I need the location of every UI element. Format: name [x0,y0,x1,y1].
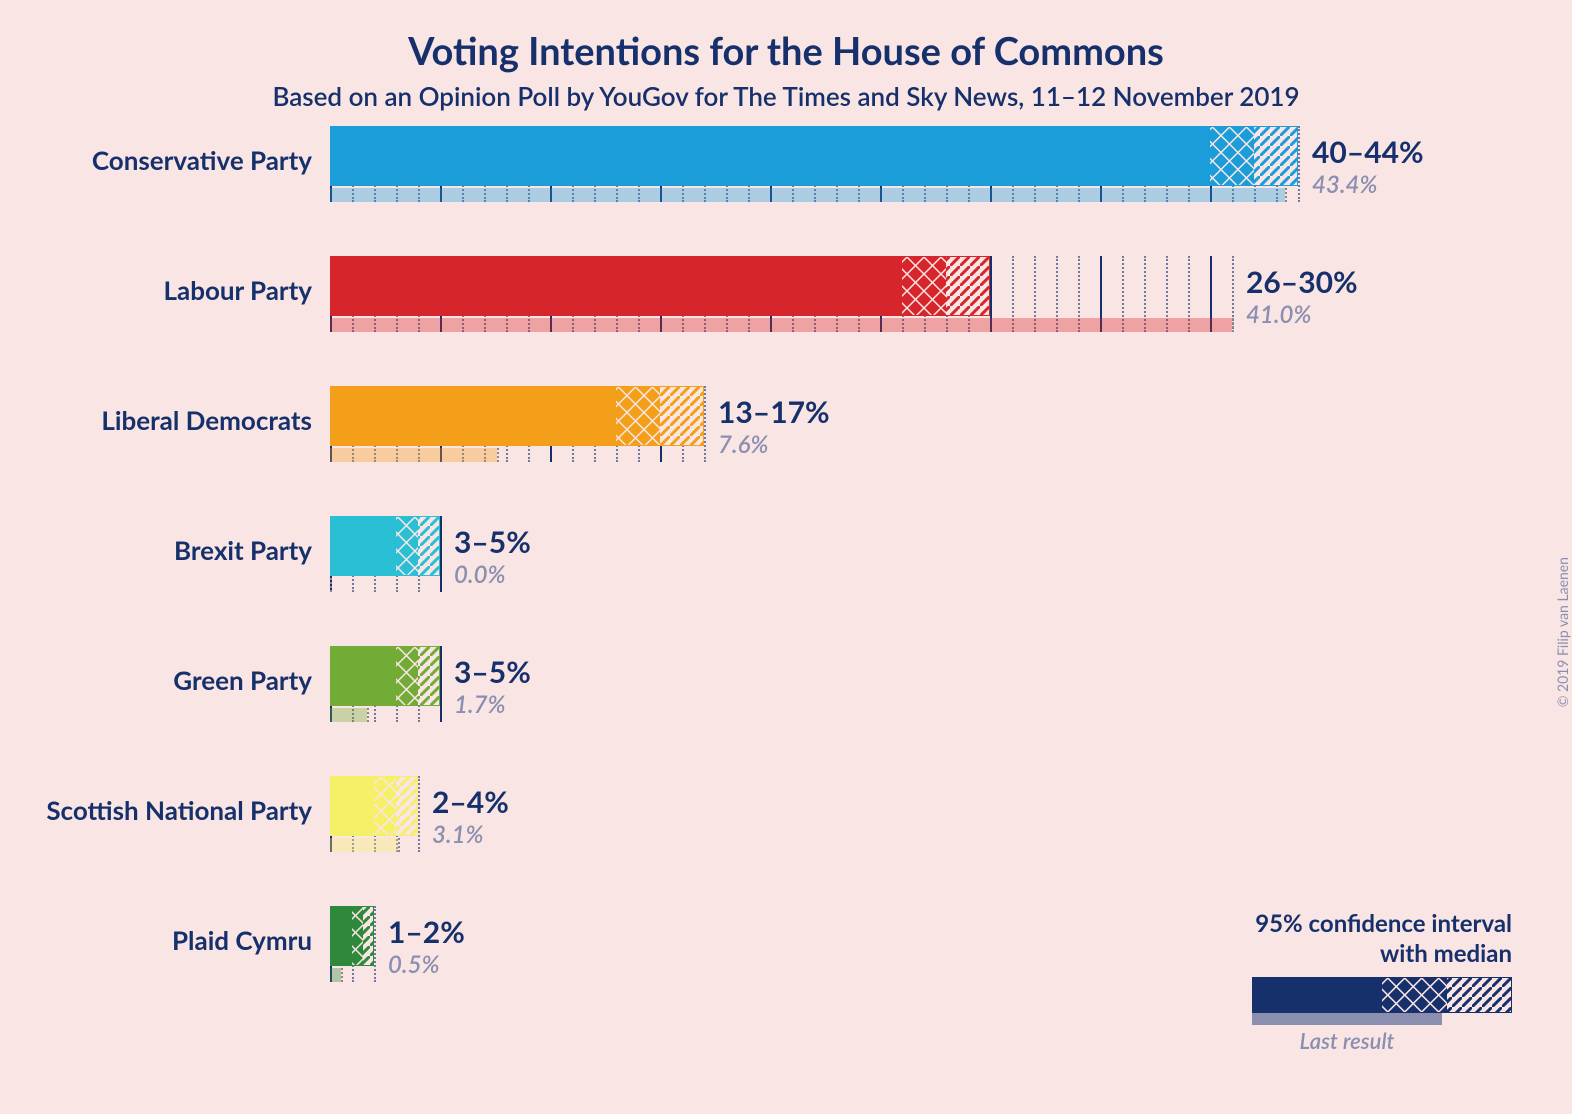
last-result-label: 41.0% [1246,300,1312,329]
party-label: Liberal Democrats [101,404,312,436]
bar-row: Brexit Party 3–5%0.0% [330,508,1500,638]
legend-line1: 95% confidence interval [1252,909,1512,939]
party-label: Labour Party [164,274,313,306]
bar-row: Conservative Party 40–44%43.4% [330,118,1500,248]
last-result-bar [330,968,341,982]
bar-row: Liberal Democrats 13–17%7.6% [330,378,1500,508]
last-result-bar [330,448,497,462]
poll-bar [330,126,1298,186]
range-label: 26–30% [1246,264,1358,300]
last-result-bar [330,708,367,722]
last-result-label: 3.1% [432,820,484,849]
legend-ci-bar [1252,977,1512,1013]
legend: 95% confidence interval with median [1252,909,1512,1054]
poll-bar [330,776,418,836]
legend-line2: with median [1252,939,1512,969]
legend-last-bar [1252,1013,1442,1025]
bar-row: Labour Party 26–30%41.0% [330,248,1500,378]
chart-title: Voting Intentions for the House of Commo… [0,0,1572,74]
chart-subtitle: Based on an Opinion Poll by YouGov for T… [0,74,1572,112]
last-result-label: 0.0% [454,560,506,589]
range-label: 40–44% [1312,134,1424,170]
party-label: Conservative Party [92,144,312,176]
poll-bar [330,386,704,446]
last-result-bar [330,838,398,852]
last-result-label: 7.6% [718,430,768,459]
poll-bar [330,516,440,576]
bar-row: Scottish National Party 2–4%3.1% [330,768,1500,898]
poll-bar [330,646,440,706]
last-result-label: 43.4% [1312,170,1378,199]
party-label: Brexit Party [174,534,312,566]
range-label: 1–2% [388,914,465,950]
last-result-bar [330,318,1232,332]
party-label: Plaid Cymru [172,924,312,956]
poll-bar [330,906,374,966]
range-label: 3–5% [454,524,531,560]
range-label: 3–5% [454,654,531,690]
legend-last-label: Last result [1252,1027,1442,1054]
last-result-bar [330,188,1285,202]
last-result-label: 1.7% [454,690,506,719]
last-result-label: 0.5% [388,950,440,979]
party-label: Scottish National Party [46,794,312,826]
range-label: 13–17% [718,394,830,430]
copyright-text: © 2019 Filip van Laenen [1554,557,1571,707]
poll-bar [330,256,990,316]
party-label: Green Party [173,664,312,696]
bar-row: Green Party 3–5%1.7% [330,638,1500,768]
range-label: 2–4% [432,784,509,820]
